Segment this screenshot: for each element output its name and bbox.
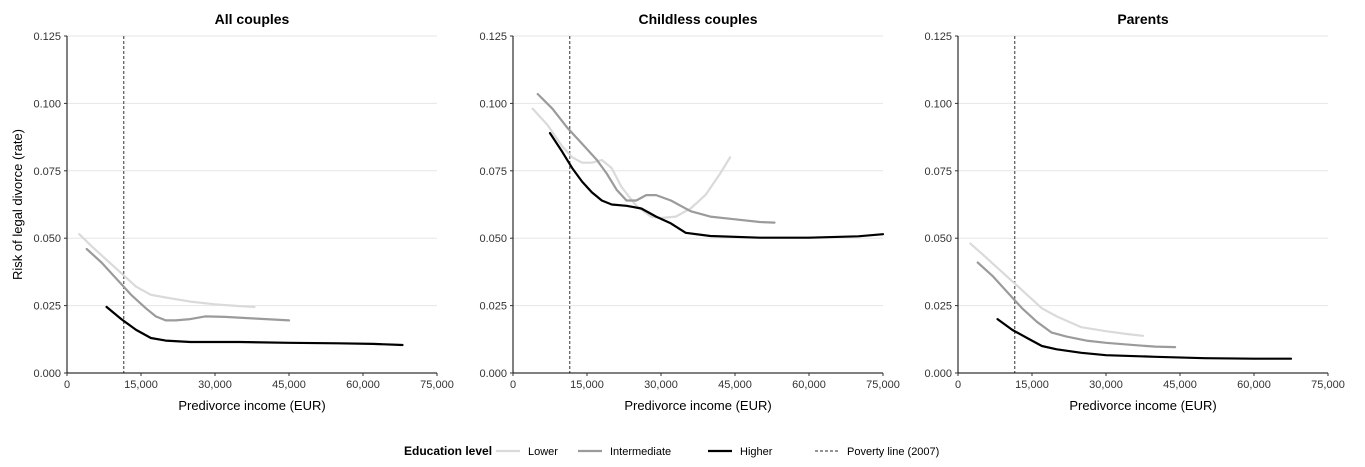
panel-title: Childless couples [638,11,757,27]
series-line-lower [969,242,1145,337]
x-tick-label: 15,000 [570,379,604,391]
series-line-higher [105,305,404,347]
series-line-intermediate [85,247,291,322]
y-tick-label: 0.025 [924,301,952,313]
series-line-higher [548,132,885,239]
legend: Education level Lower Intermediate Higher Po… [404,444,939,458]
legend-label: Higher [740,446,773,458]
y-tick-label: 0.050 [33,233,61,245]
y-axis-title: Risk of legal divorce (rate) [10,129,25,280]
x-tick-label: 30,000 [644,379,678,391]
panel-1: 0.000 0.025 0.050 0.075 0.100 0.125 0 15,000 30,… [33,11,453,413]
series-line-higher [996,318,1293,360]
series-line-lower [531,107,732,220]
legend-label: Poverty line (2007) [847,446,939,458]
x-tick-label: 75,000 [1311,379,1345,391]
y-tick-label: 0.125 [479,31,507,43]
y-tick-label: 0.100 [33,98,61,110]
x-tick-label: 15,000 [124,379,158,391]
legend-label: Lower [528,446,558,458]
x-tick-label: 60,000 [1237,379,1271,391]
series-line-lower [78,233,256,308]
x-tick-label: 30,000 [198,379,232,391]
y-tick-label: 0.000 [924,368,952,380]
legend-label: Intermediate [610,446,671,458]
y-tick-label: 0.000 [33,368,61,380]
y-tick-label: 0.050 [479,233,507,245]
x-tick-label: 45,000 [272,379,306,391]
x-axis-title: Predivorce income (EUR) [1069,398,1216,413]
y-tick-label: 0.100 [479,98,507,110]
x-tick-label: 45,000 [718,379,752,391]
x-tick-label: 30,000 [1089,379,1123,391]
x-tick-label: 0 [64,379,70,391]
x-tick-label: 0 [955,379,961,391]
x-tick-label: 75,000 [866,379,900,391]
series-line-intermediate [976,261,1177,349]
y-tick-label: 0.000 [479,368,507,380]
x-tick-label: 45,000 [1163,379,1197,391]
y-tick-label: 0.125 [33,31,61,43]
y-tick-label: 0.100 [924,98,952,110]
series-line-intermediate [536,92,776,224]
panel-title: Parents [1117,11,1169,27]
y-tick-label: 0.050 [924,233,952,245]
x-axis-title: Predivorce income (EUR) [624,398,771,413]
x-tick-label: 15,000 [1015,379,1049,391]
y-tick-label: 0.075 [479,166,507,178]
x-tick-label: 0 [510,379,516,391]
legend-title: Education level [404,444,492,458]
panel-title: All couples [215,11,290,27]
y-tick-label: 0.125 [924,31,952,43]
y-tick-label: 0.075 [33,166,61,178]
y-tick-label: 0.025 [33,301,61,313]
x-axis-title: Predivorce income (EUR) [178,398,325,413]
x-tick-label: 75,000 [420,379,454,391]
panel-2: 0.000 0.025 0.050 0.075 0.100 0.125 0 15,000 30,… [479,11,899,413]
y-tick-label: 0.075 [924,166,952,178]
y-tick-label: 0.025 [479,301,507,313]
panel-3: 0.000 0.025 0.050 0.075 0.100 0.125 0 15,000 30,… [924,11,1344,413]
x-tick-label: 60,000 [792,379,826,391]
x-tick-label: 60,000 [346,379,380,391]
